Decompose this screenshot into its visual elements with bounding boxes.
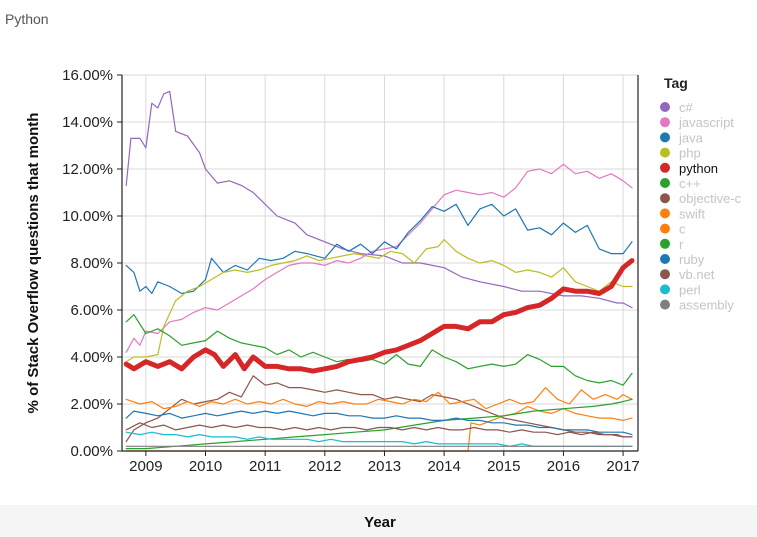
y-tick-label: 0.00% (70, 443, 113, 460)
legend-swatch (660, 147, 670, 158)
series-line-c- (125, 314, 633, 386)
x-tick-label: 2015 (487, 458, 520, 475)
legend-label: ruby (679, 252, 705, 267)
legend-label: assembly (679, 298, 734, 313)
y-tick-label: 2.00% (70, 396, 113, 413)
legend-swatch (660, 254, 670, 264)
legend-swatch (660, 132, 670, 143)
legend-swatch (660, 299, 670, 310)
series-line-java (125, 203, 633, 295)
legend-item-python: python (660, 161, 718, 176)
x-tick-label: 2010 (189, 458, 222, 475)
series-line-javascript (125, 163, 633, 353)
y-tick-label: 4.00% (70, 349, 113, 366)
x-tick-label: 2011 (249, 458, 281, 475)
legend-swatch (660, 162, 670, 173)
legend-label: javascript (678, 115, 734, 130)
series-line-vb-net (125, 422, 633, 438)
legend-item-swift: swift (660, 206, 705, 221)
series-line-python (123, 258, 635, 374)
bottom-band (0, 505, 757, 537)
legend-item-c: c (660, 222, 686, 237)
legend-label: vb.net (679, 267, 715, 282)
legend-swatch (660, 102, 670, 112)
x-tick-label: 2012 (308, 458, 341, 475)
legend-title: Tag (664, 75, 688, 91)
series-lines (123, 90, 635, 452)
legend-item-r: r (660, 237, 684, 252)
x-tick-label: 2014 (427, 458, 460, 475)
legend-item-assembly: assembly (660, 298, 734, 313)
y-tick-label: 6.00% (70, 302, 113, 319)
legend-label: c (679, 222, 686, 237)
y-axis-title: % of Stack Overflow questions that month (25, 113, 42, 414)
legend-item-c-: c# (660, 100, 694, 115)
y-tick-label: 12.00% (62, 161, 113, 178)
legend-swatch (660, 238, 670, 249)
legend-swatch (660, 178, 670, 188)
x-tick-label: 2016 (547, 458, 580, 475)
series-line-ruby (125, 410, 633, 436)
x-tick-label: 2017 (606, 458, 639, 475)
legend-swatch (660, 208, 670, 219)
legend-item-perl: perl (660, 282, 701, 297)
legend-label: swift (679, 206, 705, 221)
legend-item-java: java (660, 130, 704, 145)
legend-item-php: php (660, 146, 701, 161)
x-tick-label: 2009 (129, 458, 162, 475)
legend-label: c# (679, 100, 694, 115)
legend-label: c++ (679, 176, 701, 191)
legend-item-vb-net: vb.net (660, 267, 715, 282)
legend-label: php (679, 146, 701, 161)
legend-swatch (660, 223, 670, 234)
legend-swatch (660, 269, 670, 280)
legend-label: python (679, 161, 718, 176)
legend-item-objective-c: objective-c (660, 191, 742, 206)
legend-item-ruby: ruby (660, 252, 705, 267)
legend-swatch (660, 117, 670, 128)
page-title: Python (5, 11, 49, 27)
series-line-php (125, 238, 633, 363)
series-line-r (125, 398, 633, 450)
series-line-c (125, 387, 633, 410)
y-tick-label: 14.00% (62, 114, 113, 131)
axes (117, 74, 639, 456)
legend-item-javascript: javascript (660, 115, 734, 130)
tick-labels: 0.00% 2.00% 4.00% 6.00% 8.00% 10.00% 12.00% 14.… (62, 67, 640, 475)
x-tick-label: 2013 (368, 458, 401, 475)
legend-label: objective-c (679, 191, 742, 206)
series-line-c- (125, 90, 633, 309)
legend: Tag c#javascriptjavaphppythonc++objectiv… (660, 75, 742, 313)
grid-lines (122, 74, 638, 452)
y-tick-label: 10.00% (62, 208, 113, 225)
legend-label: java (678, 130, 704, 145)
legend-item-c-: c++ (660, 176, 701, 191)
legend-label: r (679, 237, 684, 252)
legend-swatch (660, 193, 670, 204)
y-tick-label: 16.00% (62, 67, 113, 84)
legend-swatch (660, 284, 670, 295)
x-axis-title: Year (364, 514, 396, 531)
y-tick-label: 8.00% (70, 255, 113, 272)
legend-label: perl (679, 282, 701, 297)
